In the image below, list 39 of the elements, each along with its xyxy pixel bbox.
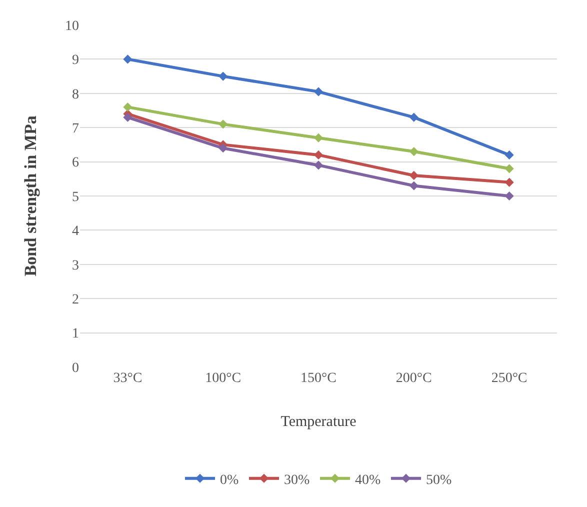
y-tick-label: 6 <box>72 156 79 171</box>
y-tick-label: 5 <box>72 190 79 205</box>
legend-label: 0% <box>220 472 239 488</box>
x-axis-title: Temperature <box>280 414 357 430</box>
point <box>409 181 418 190</box>
point <box>218 144 228 153</box>
y-tick-label: 4 <box>72 224 79 240</box>
x-tick-label: 33°C <box>113 371 142 386</box>
y-tick-label: 3 <box>72 258 79 274</box>
y-tick-label: 8 <box>72 87 79 102</box>
point <box>314 133 324 142</box>
x-tick-label: 150°C <box>300 371 336 386</box>
point <box>314 160 324 170</box>
point <box>409 170 418 180</box>
legend-label: 40% <box>355 472 381 488</box>
x-tick-label: 100°C <box>205 371 242 386</box>
point <box>314 150 324 160</box>
point <box>504 150 514 160</box>
point <box>314 87 324 96</box>
legend-label: 30% <box>284 472 310 488</box>
point <box>409 146 418 156</box>
point <box>218 72 228 81</box>
y-tick-label: 10 <box>65 18 79 34</box>
legend-label: 50% <box>426 472 452 488</box>
point <box>123 112 132 122</box>
point <box>409 112 418 122</box>
y-tick-label: 2 <box>72 292 79 308</box>
point <box>504 164 514 174</box>
point <box>218 120 228 129</box>
point <box>123 54 132 64</box>
point <box>504 191 514 201</box>
y-tick-label: 1 <box>72 326 79 342</box>
y-axis-title: Bond strength in MPa <box>21 115 40 276</box>
x-tick-label: 250°C <box>491 371 528 386</box>
y-tick-label: 0 <box>72 360 79 376</box>
point <box>123 102 132 112</box>
x-tick-label: 200°C <box>396 371 432 386</box>
y-tick-label: 7 <box>72 122 79 136</box>
y-tick-label: 9 <box>72 53 79 68</box>
